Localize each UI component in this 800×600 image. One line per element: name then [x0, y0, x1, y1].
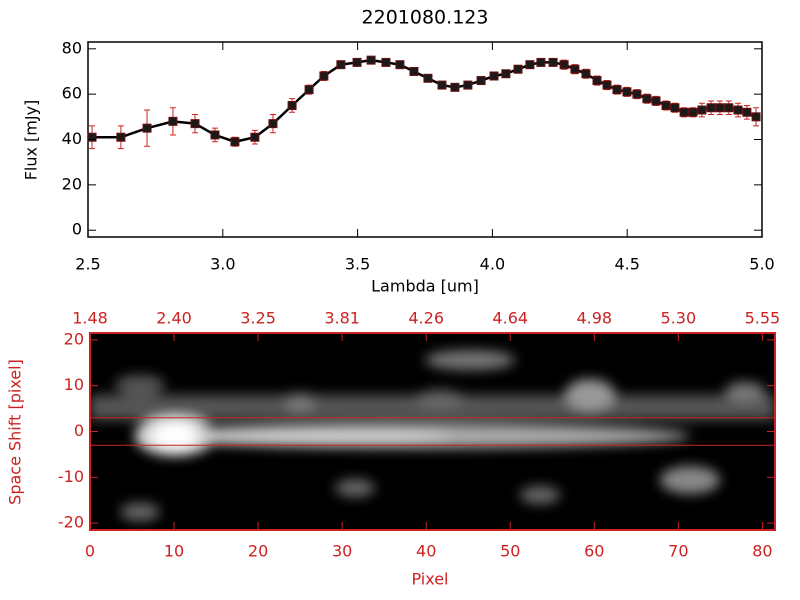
- data-marker: [706, 103, 716, 113]
- x2-tick-label: 4.64: [492, 309, 528, 328]
- x2-tick-label: 3.81: [324, 309, 360, 328]
- data-marker: [536, 57, 546, 67]
- x-tick-label: 2.5: [75, 255, 100, 274]
- x-tick-label: 20: [248, 542, 268, 561]
- x2-tick-label: 1.48: [72, 309, 108, 328]
- y-tick-label: 20: [62, 174, 82, 193]
- y-tick-label: 60: [62, 84, 82, 103]
- x-tick-label: 70: [668, 542, 688, 561]
- data-marker: [525, 60, 535, 70]
- data-marker: [548, 57, 558, 67]
- data-marker: [423, 73, 433, 83]
- data-marker: [437, 80, 447, 90]
- data-marker: [642, 94, 652, 104]
- data-marker: [287, 100, 297, 110]
- data-marker: [381, 57, 391, 67]
- data-marker: [733, 105, 743, 115]
- data-marker: [142, 123, 152, 133]
- data-marker: [395, 60, 405, 70]
- data-marker: [352, 57, 362, 67]
- x2-tick-label: 4.98: [576, 309, 612, 328]
- data-marker: [661, 100, 671, 110]
- data-marker: [409, 66, 419, 76]
- data-marker: [559, 60, 569, 70]
- x2-tick-label: 4.26: [408, 309, 444, 328]
- spectrum-image: [90, 333, 775, 530]
- y-tick-label: 40: [62, 129, 82, 148]
- x-axis-label: Lambda [um]: [371, 277, 479, 296]
- x-tick-label: 5.0: [749, 255, 774, 274]
- x-axis-label: Pixel: [411, 570, 448, 589]
- y-tick-label: -20: [58, 513, 84, 532]
- data-marker: [612, 85, 622, 95]
- data-marker: [190, 119, 200, 129]
- x-tick-label: 60: [584, 542, 604, 561]
- y-axis-label: Space Shift [pixel]: [6, 359, 25, 505]
- data-marker: [602, 80, 612, 90]
- data-marker: [632, 89, 642, 99]
- data-marker: [168, 116, 178, 126]
- data-marker: [250, 132, 260, 142]
- data-marker: [679, 107, 689, 117]
- data-marker: [651, 96, 661, 106]
- y-tick-label: -10: [58, 467, 84, 486]
- x-tick-label: 30: [332, 542, 352, 561]
- data-marker: [489, 71, 499, 81]
- data-marker: [87, 132, 97, 142]
- data-marker: [581, 69, 591, 79]
- y-axis-label: Flux [mJy]: [22, 100, 41, 181]
- x-tick-label: 0: [85, 542, 95, 561]
- data-marker: [319, 71, 329, 81]
- data-marker: [230, 137, 240, 147]
- data-marker: [688, 107, 698, 117]
- x-tick-label: 50: [500, 542, 520, 561]
- data-marker: [501, 69, 511, 79]
- x-tick-label: 10: [164, 542, 184, 561]
- x2-tick-label: 5.55: [745, 309, 781, 328]
- plot-frame: [87, 41, 763, 238]
- data-marker: [450, 82, 460, 92]
- data-marker: [268, 119, 278, 129]
- data-marker: [724, 103, 734, 113]
- data-marker: [742, 107, 752, 117]
- data-marker: [336, 60, 346, 70]
- data-marker: [715, 103, 725, 113]
- y-tick-label: 0: [74, 421, 84, 440]
- data-marker: [304, 85, 314, 95]
- x2-tick-label: 5.30: [661, 309, 697, 328]
- chart-title: 2201080.123: [362, 7, 489, 29]
- data-marker: [476, 76, 486, 86]
- x-tick-label: 40: [416, 542, 436, 561]
- x2-tick-label: 3.25: [240, 309, 276, 328]
- x-tick-label: 4.5: [614, 255, 639, 274]
- x-tick-label: 3.5: [345, 255, 370, 274]
- y-tick-label: 80: [62, 38, 82, 57]
- data-marker: [570, 64, 580, 74]
- y-tick-label: 20: [64, 329, 84, 348]
- data-marker: [366, 55, 376, 65]
- y-tick-label: 0: [72, 220, 82, 239]
- x-tick-label: 80: [752, 542, 772, 561]
- x-tick-label: 4.0: [480, 255, 505, 274]
- x2-tick-label: 2.40: [156, 309, 192, 328]
- data-marker: [622, 87, 632, 97]
- y-tick-label: 10: [64, 375, 84, 394]
- data-marker: [592, 76, 602, 86]
- data-marker: [751, 112, 761, 122]
- data-marker: [210, 130, 220, 140]
- x-tick-label: 3.0: [210, 255, 235, 274]
- data-marker: [513, 64, 523, 74]
- data-marker: [670, 103, 680, 113]
- data-marker: [697, 105, 707, 115]
- data-marker: [116, 132, 126, 142]
- data-marker: [463, 80, 473, 90]
